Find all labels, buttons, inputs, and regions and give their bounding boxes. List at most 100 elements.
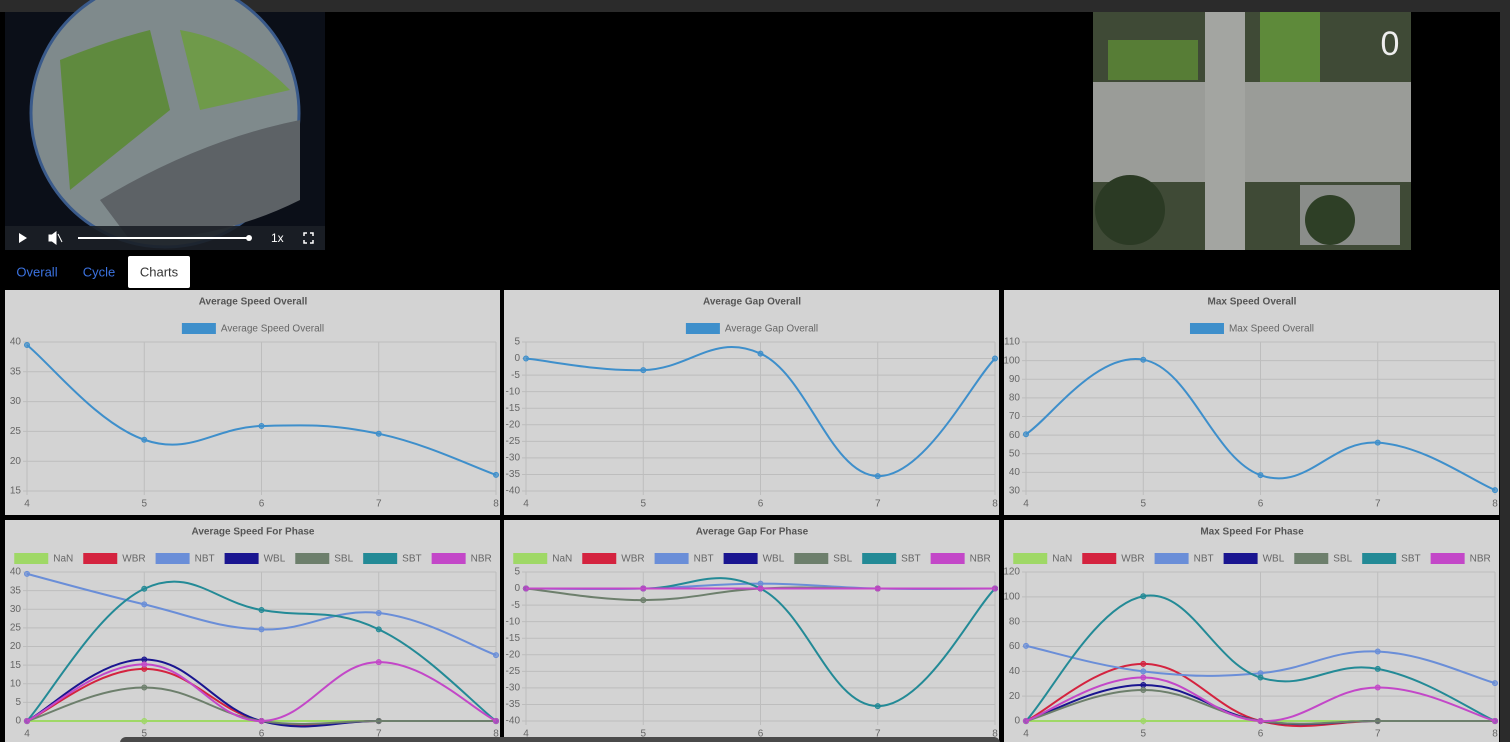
legend-swatch xyxy=(1082,553,1117,564)
data-point xyxy=(1140,681,1147,688)
seek-handle[interactable] xyxy=(246,235,252,241)
y-tick-label: -35 xyxy=(506,469,521,480)
x-tick-label: 7 xyxy=(1375,499,1381,510)
data-point xyxy=(1140,660,1147,667)
legend-swatch xyxy=(930,553,965,564)
y-tick-label: 30 xyxy=(1009,486,1021,497)
panel-background xyxy=(1004,290,1499,515)
x-tick-label: 4 xyxy=(24,499,30,510)
y-tick-label: -15 xyxy=(506,403,521,414)
tab[interactable]: Cycle xyxy=(83,264,116,279)
panel-background xyxy=(504,290,999,515)
legend: NaN WBR NBT WBL SBL SBT NBR xyxy=(513,553,991,565)
mute-button[interactable] xyxy=(48,231,63,245)
data-point xyxy=(1140,674,1147,681)
y-tick-label: 30 xyxy=(10,396,22,407)
map-view: 0 xyxy=(1093,12,1411,250)
data-point xyxy=(375,626,382,633)
y-tick-label: 10 xyxy=(10,678,22,689)
legend-label: WBL xyxy=(264,554,286,565)
y-tick-label: 5 xyxy=(514,567,520,578)
data-point xyxy=(992,585,998,592)
x-tick-label: 6 xyxy=(758,499,764,510)
x-tick-label: 6 xyxy=(1258,499,1264,510)
data-point xyxy=(757,585,764,592)
data-point xyxy=(375,430,382,437)
y-tick-label: -5 xyxy=(511,370,520,381)
x-tick-label: 5 xyxy=(1140,499,1146,510)
y-tick-label: 0 xyxy=(1014,716,1020,727)
legend-swatch xyxy=(83,553,118,564)
x-tick-label: 4 xyxy=(1023,499,1029,510)
x-tick-label: 8 xyxy=(1492,729,1498,740)
data-point xyxy=(874,585,881,592)
data-point xyxy=(1374,684,1381,691)
y-tick-label: 35 xyxy=(10,366,22,377)
data-point xyxy=(1374,718,1381,724)
legend-swatch xyxy=(1294,553,1329,564)
x-tick-label: 7 xyxy=(376,729,382,740)
trees xyxy=(1095,175,1165,245)
x-tick-label: 4 xyxy=(523,499,529,510)
x-tick-label: 5 xyxy=(141,729,147,740)
legend-label: NaN xyxy=(53,554,73,565)
chart-title: Max Speed For Phase xyxy=(1200,527,1304,538)
legend-swatch xyxy=(723,553,758,564)
legend-label: NBR xyxy=(471,554,492,565)
series-line xyxy=(1025,594,1496,722)
active-tab[interactable] xyxy=(128,256,190,288)
playback-speed[interactable]: 1x xyxy=(271,231,284,245)
legend-swatch xyxy=(1430,553,1465,564)
trees xyxy=(1305,195,1355,245)
tab[interactable]: Charts xyxy=(140,264,179,279)
data-point xyxy=(141,661,148,668)
y-tick-label: -30 xyxy=(506,683,521,694)
play-button[interactable] xyxy=(19,233,27,243)
data-point xyxy=(141,436,148,443)
grass xyxy=(1108,40,1198,80)
legend-label: Average Speed Overall xyxy=(221,324,324,335)
chart-title: Average Gap For Phase xyxy=(696,527,809,538)
scrollbar[interactable] xyxy=(120,737,1000,742)
tab[interactable]: Overall xyxy=(16,264,57,279)
legend-label: NBR xyxy=(970,554,991,565)
y-tick-label: -40 xyxy=(506,486,521,497)
fullscreen-button[interactable] xyxy=(303,232,314,244)
data-point xyxy=(757,350,764,357)
data-point xyxy=(1492,680,1498,687)
series-line xyxy=(525,346,996,478)
data-point xyxy=(141,601,148,608)
legend-label: Average Gap Overall xyxy=(725,324,818,335)
legend-label: NBT xyxy=(195,554,215,565)
legend: Average Gap Overall xyxy=(685,323,818,335)
y-tick-label: 0 xyxy=(514,583,520,594)
legend-swatch xyxy=(1189,323,1224,334)
legend-swatch xyxy=(14,553,49,564)
data-point xyxy=(1257,472,1264,479)
y-tick-label: 50 xyxy=(1009,448,1021,459)
data-point xyxy=(258,606,265,613)
y-tick-label: 30 xyxy=(10,604,22,615)
legend-label: SBT xyxy=(901,554,920,565)
x-tick-label: 8 xyxy=(1492,499,1498,510)
legend-label: WBL xyxy=(1263,554,1285,565)
y-tick-label: 15 xyxy=(10,486,22,497)
y-tick-label: 0 xyxy=(15,716,21,727)
y-tick-label: 20 xyxy=(10,456,22,467)
x-tick-label: 6 xyxy=(259,499,265,510)
data-point xyxy=(1257,674,1264,681)
data-point xyxy=(141,656,148,663)
legend-swatch xyxy=(224,553,259,564)
legend: NaN WBR NBT WBL SBL SBT NBR xyxy=(1013,553,1491,565)
y-tick-label: -10 xyxy=(506,616,521,627)
y-tick-label: 110 xyxy=(1004,337,1020,348)
data-point xyxy=(640,597,647,604)
legend-label: NBR xyxy=(1470,554,1491,565)
data-point xyxy=(258,718,265,724)
data-point xyxy=(757,580,764,587)
data-point xyxy=(992,355,998,362)
data-point xyxy=(141,684,148,691)
